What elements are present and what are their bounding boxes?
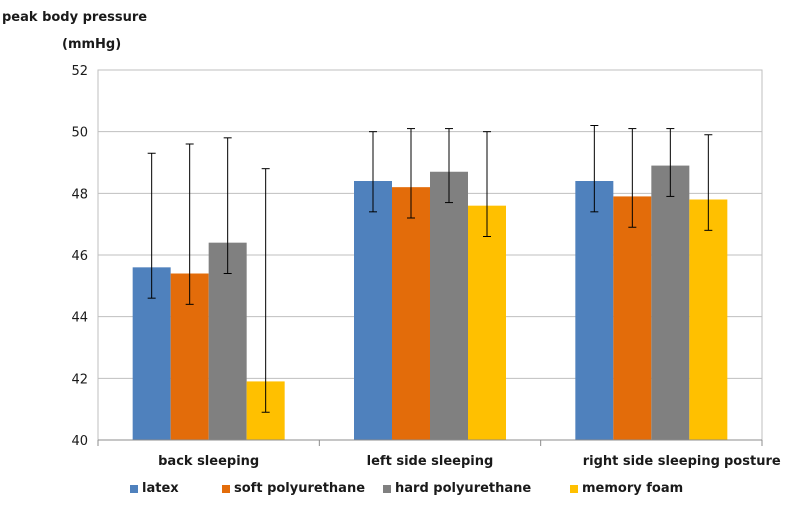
legend-swatch-latex: [130, 484, 138, 493]
legend-label-soft-polyurethane: soft polyurethane: [234, 481, 366, 496]
legend-item-soft-polyurethane: soft polyurethane: [222, 481, 365, 496]
bar: [392, 187, 430, 440]
bar: [651, 165, 690, 441]
y-tick-label: 50: [71, 126, 88, 141]
y-axis-label-line1: peak body pressure: [2, 10, 148, 25]
legend-swatch-memory-foam: [570, 484, 578, 493]
bar-layer: [132, 165, 728, 441]
legend-item-latex: latex: [130, 481, 179, 496]
legend-swatch-soft-polyurethane: [222, 484, 230, 493]
bar: [354, 181, 392, 440]
y-tick-label: 52: [71, 64, 88, 79]
legend-swatch-hard-polyurethane: [383, 484, 391, 493]
legend-item-memory-foam: memory foam: [570, 481, 683, 496]
y-axis-label-line2: (mmHg): [62, 37, 122, 52]
x-tick-label: right side sleeping: [583, 454, 720, 469]
x-tick-label: left side sleeping: [367, 454, 494, 469]
y-tick-label: 46: [71, 249, 88, 264]
legend: latex soft polyurethane hard polyurethan…: [130, 481, 750, 501]
y-tick-label: 42: [71, 372, 88, 387]
legend-label-hard-polyurethane: hard polyurethane: [395, 481, 532, 496]
legend-label-memory-foam: memory foam: [582, 481, 684, 496]
x-tick-label: back sleeping: [158, 454, 259, 469]
bar: [689, 199, 728, 440]
axis-layer: 40 42 44 46 48 50 52 back sleeping left side sle…: [71, 64, 780, 469]
bar: [468, 205, 506, 440]
y-tick-label: 48: [71, 187, 88, 202]
y-tick-label: 44: [71, 311, 88, 326]
y-tick-label: 40: [71, 434, 88, 449]
x-axis-label: posture: [724, 454, 781, 469]
bar: [575, 181, 614, 440]
legend-label-latex: latex: [142, 481, 179, 496]
error-bar-layer: [147, 125, 713, 413]
bar: [430, 171, 468, 440]
legend-item-hard-polyurethane: hard polyurethane: [383, 481, 531, 496]
bar: [208, 242, 247, 440]
bar: [613, 196, 652, 440]
